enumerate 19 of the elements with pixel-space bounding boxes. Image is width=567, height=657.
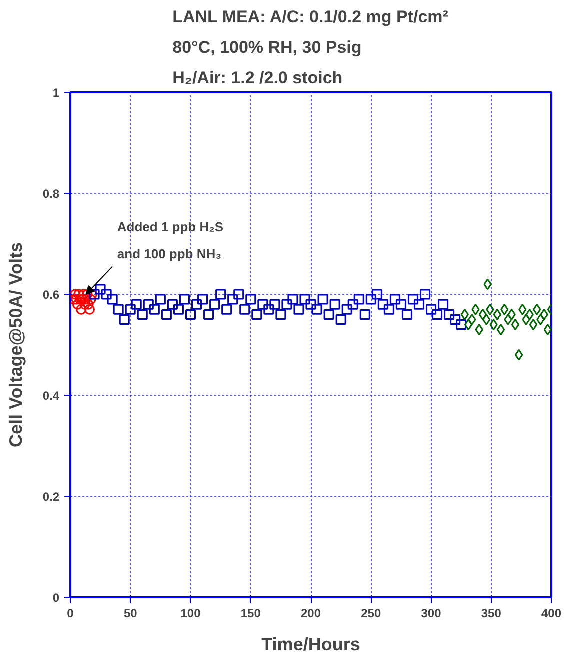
x-tick-label: 200 bbox=[300, 606, 322, 620]
x-tick-label: 250 bbox=[361, 606, 382, 620]
y-tick-label: 0.6 bbox=[42, 288, 60, 302]
x-tick-label: 100 bbox=[180, 606, 202, 620]
annotation: Added 1 ppb H₂S and 100 ppb NH₃ bbox=[117, 220, 224, 262]
chart-title: LANL MEA: A/C: 0.1/0.2 mg Pt/cm² 80°C, 100% RH, 30 Psig H₂/Air: 1.2 /2.0 stoich bbox=[172, 8, 449, 88]
y-axis-title: Cell Voltage@50A/ Volts bbox=[6, 242, 26, 448]
x-tick-label: 50 bbox=[124, 606, 138, 620]
x-tick-label: 350 bbox=[481, 606, 502, 620]
y-tick-label: 0.4 bbox=[42, 389, 60, 403]
x-tick-label: 300 bbox=[421, 606, 442, 620]
y-tick-label: 0 bbox=[52, 591, 60, 605]
y-tick-label: 0.8 bbox=[42, 187, 60, 201]
y-tick-label: 1 bbox=[52, 86, 60, 100]
x-tick-label: 400 bbox=[541, 606, 562, 620]
x-tick-label: 0 bbox=[67, 606, 74, 620]
x-tick-label: 150 bbox=[240, 606, 262, 620]
x-axis-title: Time/Hours bbox=[262, 634, 360, 654]
y-tick-label: 0.2 bbox=[42, 490, 60, 504]
